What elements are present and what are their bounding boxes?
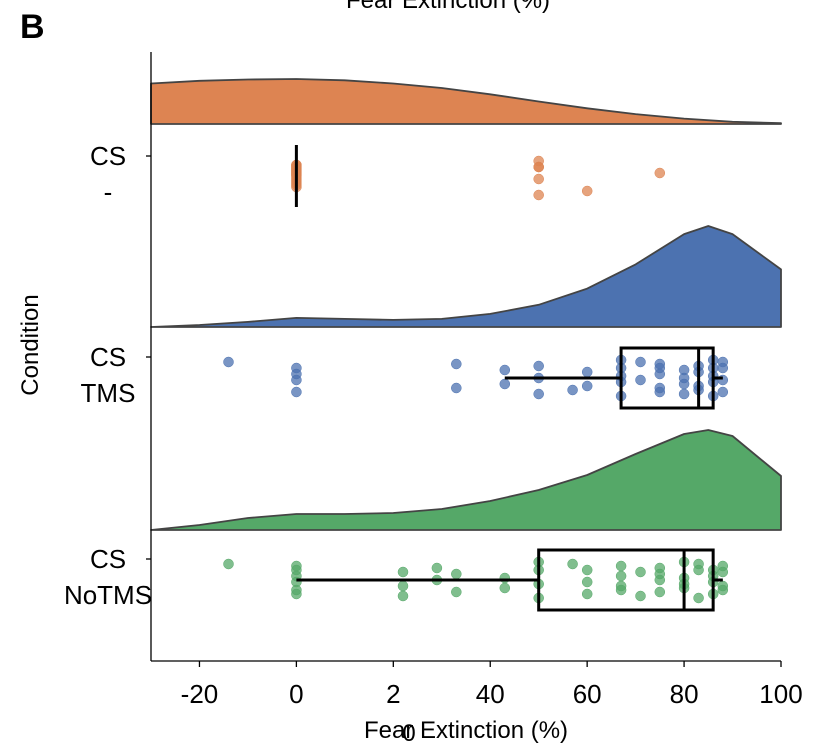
condition-group-csminus: [150, 78, 782, 207]
data-point-csminus: [533, 161, 544, 173]
density-tms: [150, 225, 782, 328]
data-point-notms: [615, 560, 627, 572]
data-point-notms: [431, 562, 443, 574]
x-tick-label: 80: [670, 679, 699, 709]
data-point-notms: [291, 560, 302, 572]
data-point-notms: [693, 592, 704, 604]
data-point-notms: [581, 576, 593, 588]
data-point-tms: [499, 378, 511, 390]
data-point-tms: [291, 368, 302, 380]
x-tick-label: -20: [181, 679, 219, 709]
data-point-tms: [223, 356, 234, 368]
y-tick-label-tms: TMS: [81, 378, 136, 408]
data-point-tms: [635, 356, 646, 368]
data-point-notms: [567, 558, 578, 570]
y-axis-title: Condition: [17, 294, 44, 395]
data-point-tms: [678, 372, 690, 384]
data-point-tms: [291, 386, 302, 398]
density-csminus: [150, 78, 782, 125]
box-notms: [537, 548, 715, 612]
x-tick-label: 100: [759, 679, 802, 709]
data-point-notms: [397, 580, 409, 592]
data-point-tms: [581, 366, 593, 378]
x-tick-label: 0: [289, 679, 303, 709]
data-point-tms: [451, 358, 462, 370]
data-point-tms: [654, 382, 666, 394]
data-point-tms: [451, 382, 462, 394]
y-tick-label-csminus: -: [104, 177, 113, 207]
y-tick-label-notms: NoTMS: [64, 580, 152, 610]
data-point-tms: [567, 384, 578, 396]
data-point-tms: [717, 362, 729, 374]
overlap-zero-label: 0: [402, 720, 415, 747]
data-point-tms: [654, 368, 666, 380]
data-point-tms: [581, 380, 593, 392]
data-point-csminus: [654, 167, 666, 179]
y-tick-label-notms: CS: [90, 544, 126, 574]
x-axis-title: Fear Extinction (%): [364, 717, 568, 744]
condition-group-notms: [150, 429, 782, 612]
box-tms: [619, 346, 715, 410]
data-point-csminus: [533, 189, 544, 201]
data-point-notms: [654, 568, 666, 580]
data-point-notms: [499, 582, 511, 594]
data-point-notms: [291, 584, 302, 596]
density-notms: [150, 429, 782, 531]
data-point-notms: [635, 566, 646, 578]
condition-group-tms: [150, 225, 782, 410]
data-point-notms: [693, 558, 704, 570]
data-point-notms: [397, 590, 409, 602]
data-point-csminus: [581, 185, 593, 197]
data-point-tms: [635, 374, 646, 386]
data-point-tms: [717, 386, 729, 398]
x-ticks: -20 0 2 40 60 80 100: [181, 661, 803, 709]
data-point-notms: [717, 580, 729, 592]
data-point-tms: [533, 388, 544, 400]
data-point-tms: [678, 388, 690, 400]
y-tick-label-tms: CS: [90, 342, 126, 372]
panel-label: B: [20, 8, 45, 46]
data-point-notms: [615, 580, 627, 592]
data-point-notms: [581, 564, 593, 576]
data-point-notms: [581, 588, 593, 600]
plot-area: [150, 78, 782, 612]
data-point-notms: [451, 568, 462, 580]
data-point-notms: [635, 590, 646, 602]
data-point-notms: [717, 566, 729, 578]
x-tick-label: 60: [573, 679, 602, 709]
data-point-notms: [451, 586, 462, 598]
x-tick-label: 2: [386, 679, 400, 709]
data-point-notms: [615, 570, 627, 582]
x-tick-label: 40: [476, 679, 505, 709]
data-point-csminus: [533, 173, 544, 185]
data-point-notms: [397, 566, 409, 578]
data-point-tms: [654, 358, 666, 370]
y-tick-label-csminus: CS: [90, 141, 126, 171]
data-point-tms: [533, 360, 544, 372]
data-point-notms: [223, 558, 234, 570]
data-point-notms: [654, 586, 666, 598]
axes: CS - CS TMS CS NoTMS: [64, 52, 781, 662]
data-point-tms: [499, 364, 511, 376]
top-title: Fear Extinction (%): [346, 0, 550, 14]
